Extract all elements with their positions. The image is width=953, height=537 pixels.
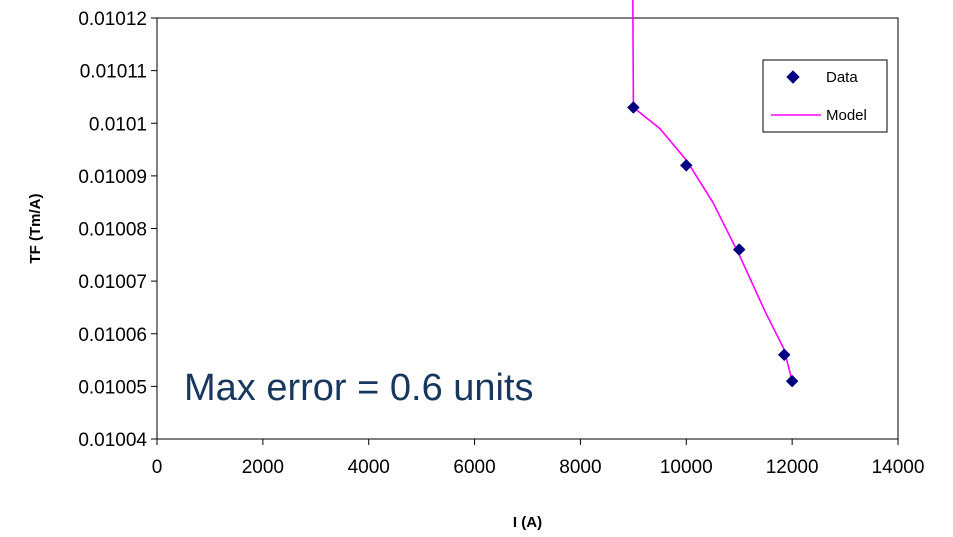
- annotation-text: Max error = 0.6 units: [184, 367, 534, 409]
- series-layer: [627, 0, 799, 388]
- y-tick-label: 0.01004: [78, 430, 147, 451]
- data-point: [679, 158, 693, 172]
- x-axis-title: I (A): [513, 514, 542, 531]
- y-tick-label: 0.01005: [78, 377, 147, 398]
- x-tick-label: 8000: [559, 457, 601, 478]
- x-tick-label: 2000: [242, 457, 284, 478]
- legend-box: [762, 59, 888, 133]
- x-tick-label: 10000: [660, 457, 713, 478]
- model-line: [632, 0, 793, 382]
- y-axis-title: TF (Tm/A): [27, 194, 44, 264]
- data-point: [785, 374, 799, 388]
- x-tick-label: 0: [152, 457, 163, 478]
- data-point: [732, 243, 746, 256]
- x-tick-label: 6000: [453, 457, 495, 478]
- x-tick-label: 4000: [348, 457, 390, 478]
- y-tick-label: 0.01011: [80, 62, 147, 83]
- data-point: [627, 101, 640, 114]
- data-point: [777, 348, 791, 362]
- x-tick-label: 12000: [766, 457, 819, 478]
- y-tick-label: 0.01012: [78, 9, 147, 30]
- y-tick-label: 0.01006: [78, 325, 147, 346]
- legend: Data Model: [762, 59, 888, 133]
- y-tick-label: 0.01007: [78, 272, 147, 293]
- x-ticks: 0 2000 4000 6000 8000 10000 12000 14000: [152, 439, 925, 478]
- legend-label: Data: [826, 69, 858, 86]
- y-tick-label: 0.0101: [89, 114, 147, 135]
- y-tick-label: 0.01009: [78, 167, 147, 188]
- y-ticks: 0.01004 0.01005 0.01006 0.01007 0.01008 0.010…: [78, 9, 157, 451]
- x-tick-label: 14000: [872, 457, 925, 478]
- y-tick-label: 0.01008: [78, 220, 147, 241]
- legend-marker-data: [786, 70, 800, 84]
- legend-label: Model: [826, 107, 867, 124]
